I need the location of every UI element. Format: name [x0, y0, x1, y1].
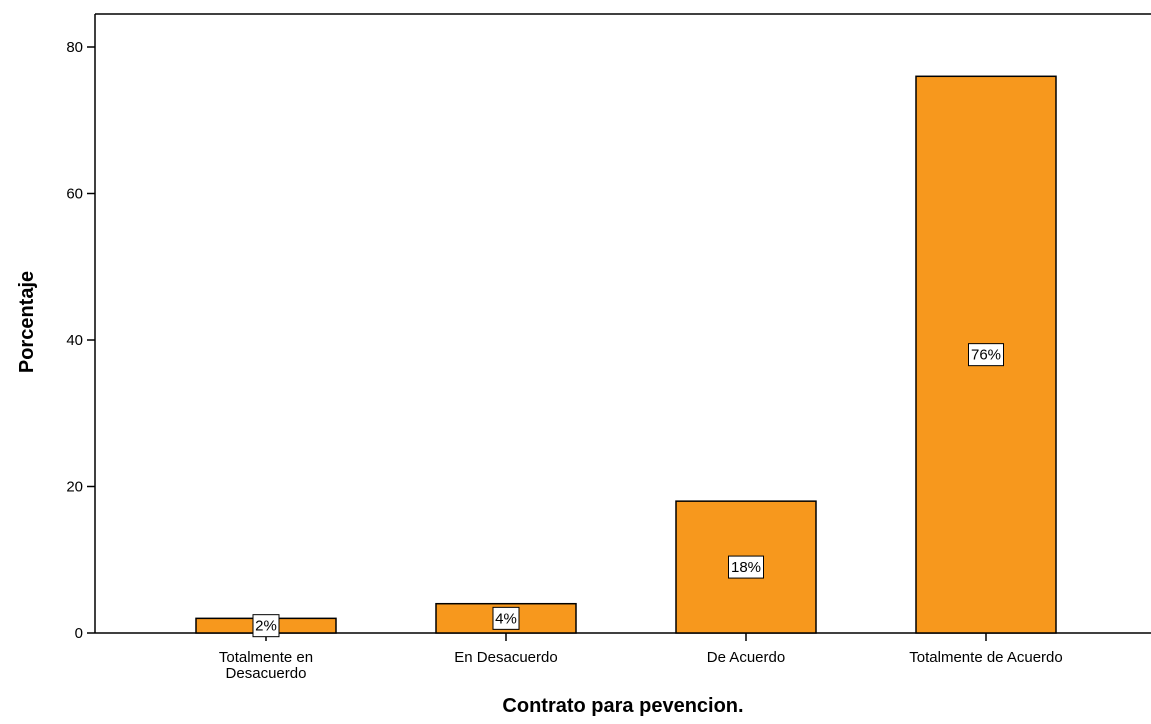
x-category-label: En Desacuerdo [454, 649, 557, 666]
data-label-box [728, 555, 764, 579]
data-labels: 2% 4% 18% 76% [252, 343, 1004, 638]
y-tick-label: 20 [66, 479, 83, 496]
x-axis-categories: Totalmente en Desacuerdo En Desacuerdo De A… [219, 633, 1063, 682]
data-label-box [968, 343, 1004, 367]
y-tick-label: 80 [66, 39, 83, 56]
x-category-label: Totalmente en Desacuerdo [219, 649, 313, 682]
x-category-label: Totalmente de Acuerdo [909, 649, 1062, 666]
data-label: 2% [255, 618, 277, 635]
data-label-box [252, 614, 280, 638]
data-label: 4% [495, 610, 517, 627]
data-label-box [492, 606, 520, 630]
x-category-label: De Acuerdo [707, 649, 785, 666]
data-label: 76% [971, 347, 1001, 364]
y-tick-label: 40 [66, 332, 83, 349]
y-tick-label: 0 [75, 625, 83, 642]
data-label: 18% [731, 559, 761, 576]
x-axis-title: Contrato para pevencion. [502, 695, 743, 717]
y-tick-label: 60 [66, 186, 83, 203]
y-axis-title: Porcentaje [16, 271, 38, 373]
y-axis-ticks: 0 20 40 60 80 [66, 39, 95, 642]
bars-group [195, 75, 1057, 634]
